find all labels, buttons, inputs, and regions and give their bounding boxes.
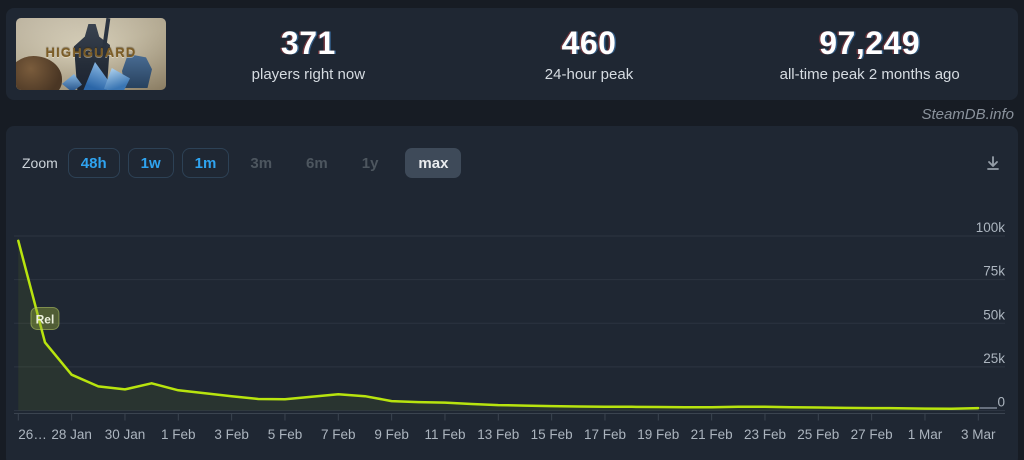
zoom-range-button-max: max <box>405 148 462 178</box>
game-banner-title: HIGHGUARD <box>45 45 137 60</box>
x-axis-label: 26… <box>18 427 47 442</box>
x-axis-label: 28 Jan <box>51 427 92 442</box>
x-axis-label: 15 Feb <box>531 427 573 442</box>
x-axis-label: 30 Jan <box>105 427 146 442</box>
x-axis-label: 21 Feb <box>691 427 733 442</box>
x-axis-label: 1 Mar <box>908 427 943 442</box>
stat-value: 460 <box>561 24 617 61</box>
y-axis-label: 50k <box>983 307 1005 322</box>
x-axis-label: 7 Feb <box>321 427 356 442</box>
x-axis-label: 3 Feb <box>214 427 249 442</box>
stat-value: 371 <box>280 24 336 61</box>
zoom-range-button-1y: 1y <box>349 148 392 178</box>
stat-block: 371 players right now <box>168 8 449 100</box>
stat-block: 460 24-hour peak <box>449 8 730 100</box>
player-count-area <box>18 240 979 411</box>
y-axis-label: 25k <box>983 351 1005 366</box>
player-count-chart[interactable]: 100k 75k 50k 25k 0 26… 28 Jan 30 Jan 1 Feb 3 Feb 5… <box>6 126 1018 460</box>
x-axis-label: 9 Feb <box>374 427 409 442</box>
header-stats: 371 players right now 460 24-hour peak 97,24… <box>168 8 1010 100</box>
download-icon <box>987 156 999 170</box>
stats-panel: HIGHGUARD 371 players right now 460 24-hour… <box>6 8 1018 100</box>
zoom-range-button-1m[interactable]: 1m <box>181 148 230 178</box>
x-axis-label: 13 Feb <box>477 427 519 442</box>
chart-panel: Zoom 48h 1w 1m 3m 6m 1y max 100k 75k 50k 25k 0 26… 2… <box>6 126 1018 460</box>
zoom-range-button-48h[interactable]: 48h <box>67 148 120 178</box>
game-banner[interactable]: HIGHGUARD <box>16 18 166 90</box>
zoom-buttons: 48h 1w 1m 3m 6m 1y max <box>67 148 470 178</box>
x-axis-label: 19 Feb <box>637 427 679 442</box>
zoom-range-button-1w[interactable]: 1w <box>127 148 174 178</box>
player-count-line[interactable] <box>17 239 980 411</box>
y-axis-label: 75k <box>983 264 1005 279</box>
chart-toolbar: Zoom 48h 1w 1m 3m 6m 1y max <box>22 148 1004 178</box>
stat-label: 24-hour peak <box>544 65 634 83</box>
x-axis-label: 25 Feb <box>797 427 839 442</box>
y-axis-label: 100k <box>976 220 1006 235</box>
release-flag[interactable] <box>30 306 60 330</box>
steamdb-watermark: SteamDB.info <box>921 106 1014 123</box>
stat-label: all-time peak 2 months ago <box>779 65 960 83</box>
x-axis-label: 3 Mar <box>961 427 996 442</box>
x-axis-label: 17 Feb <box>584 427 626 442</box>
stat-label: players right now <box>251 65 366 83</box>
release-flag-label: Rel <box>36 312 55 326</box>
x-axis-label: 5 Feb <box>268 427 303 442</box>
zoom-range-button-6m: 6m <box>293 148 341 178</box>
x-axis-label: 27 Feb <box>851 427 893 442</box>
download-button[interactable] <box>982 152 1004 174</box>
zoom-label: Zoom <box>22 155 58 171</box>
x-axis-label: 11 Feb <box>424 427 465 442</box>
zoom-range-button-3m: 3m <box>237 148 285 178</box>
stat-block: 97,249 all-time peak 2 months ago <box>729 8 1010 100</box>
x-axis-label: 1 Feb <box>161 427 196 442</box>
y-axis-label: 0 <box>997 395 1005 410</box>
x-axis-label: 23 Feb <box>744 427 786 442</box>
stat-value: 97,249 <box>819 24 921 61</box>
